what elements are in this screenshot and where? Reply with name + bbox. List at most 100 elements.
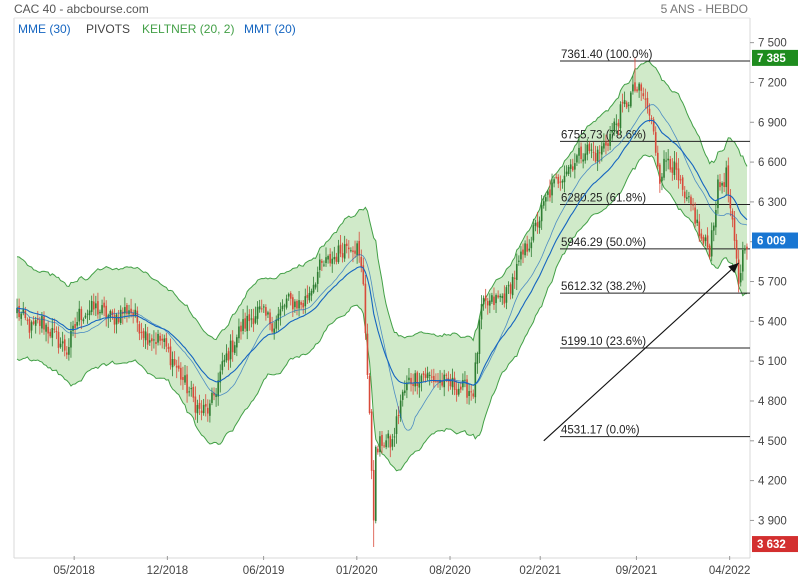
candle-body (588, 143, 591, 152)
candle (333, 246, 336, 265)
legend-mmt[interactable]: MMT (20) (244, 22, 296, 36)
candle (138, 321, 141, 341)
candle (265, 304, 267, 321)
candle (634, 57, 636, 93)
candle (289, 291, 292, 306)
candle-body (350, 250, 352, 252)
candle (484, 288, 487, 309)
candle-body (95, 303, 97, 309)
candle (665, 152, 667, 172)
candle-body (188, 391, 190, 393)
ref-value-badge-bg (752, 232, 798, 249)
candle-body (217, 380, 219, 397)
candle (196, 399, 199, 423)
candle-body (652, 119, 655, 132)
candle-body (408, 377, 410, 381)
candle (61, 331, 64, 352)
candle (65, 346, 68, 359)
candle-body (115, 314, 118, 325)
candle (679, 174, 682, 184)
fibonacci-levels: 7361.40 (100.0%)6755.73 (78.6%)6280.25 (… (560, 49, 750, 438)
candle (153, 330, 155, 349)
mme-30-line (16, 119, 748, 386)
candle (688, 191, 690, 204)
candle (374, 445, 377, 524)
candle (377, 445, 379, 455)
candle (144, 324, 147, 349)
candle-body (43, 316, 45, 330)
candle-body (219, 371, 222, 383)
candle-body (354, 250, 356, 254)
candle-body (542, 201, 545, 206)
candle-body (507, 285, 510, 287)
candle (53, 318, 56, 333)
candle-body (393, 436, 396, 438)
candle (393, 427, 396, 447)
candle-body (712, 225, 715, 231)
candle (115, 313, 118, 334)
candle (306, 285, 309, 304)
candle (746, 243, 748, 260)
candle (538, 216, 541, 234)
legend-pivots[interactable]: PIVOTS (86, 22, 130, 36)
candle (507, 281, 510, 294)
last-value-badge: 7 385 (752, 49, 798, 66)
candle (130, 298, 132, 318)
candle (505, 285, 508, 310)
candle-body (59, 343, 62, 348)
candle-body (39, 320, 41, 326)
candle (621, 93, 624, 113)
candle-body (569, 164, 572, 169)
candle (501, 293, 504, 305)
candle-body (126, 305, 128, 314)
candle-body (702, 236, 705, 244)
candle-body (677, 168, 680, 181)
mmt-20-line (16, 104, 748, 431)
candle-body (704, 237, 707, 242)
candle-body (182, 377, 184, 380)
low-value-badge-bg (752, 536, 798, 553)
candle-body (304, 296, 307, 307)
candle-body (445, 374, 448, 376)
candle-body (549, 189, 551, 198)
candle (426, 366, 429, 381)
legend-mme[interactable]: MME (30) (18, 22, 71, 36)
candle-body (248, 314, 251, 322)
candle-body (49, 331, 52, 337)
candle-body (532, 225, 535, 241)
candle-body (646, 97, 649, 109)
candle-body (211, 392, 213, 403)
candle (690, 194, 692, 212)
candle-body (656, 152, 659, 167)
candle-body (661, 176, 663, 182)
candle-body (198, 402, 201, 409)
candle (681, 174, 684, 197)
x-tick-label: 12/2018 (147, 565, 189, 577)
candle (105, 300, 108, 327)
candle-body (231, 340, 234, 353)
candle-body (600, 146, 603, 155)
candle (41, 312, 43, 333)
candle-body (157, 333, 159, 343)
candle-body (613, 121, 616, 131)
candle (331, 251, 334, 273)
legend-keltner[interactable]: KELTNER (20, 2) (142, 22, 234, 36)
candle (281, 299, 284, 312)
candle (198, 394, 201, 416)
candle-body (582, 159, 584, 162)
candle (142, 328, 145, 347)
candle-body (545, 197, 547, 202)
candle-body (130, 308, 132, 314)
candle (343, 235, 346, 262)
candle (240, 321, 242, 340)
candle (341, 242, 344, 263)
candle-body (480, 304, 483, 320)
candle (569, 159, 572, 178)
candle-body (238, 326, 240, 339)
candle-body (74, 324, 76, 329)
candle (213, 387, 215, 401)
candle-body (302, 303, 305, 308)
candle-body (401, 391, 404, 400)
candle (457, 383, 460, 397)
candle (80, 306, 83, 330)
